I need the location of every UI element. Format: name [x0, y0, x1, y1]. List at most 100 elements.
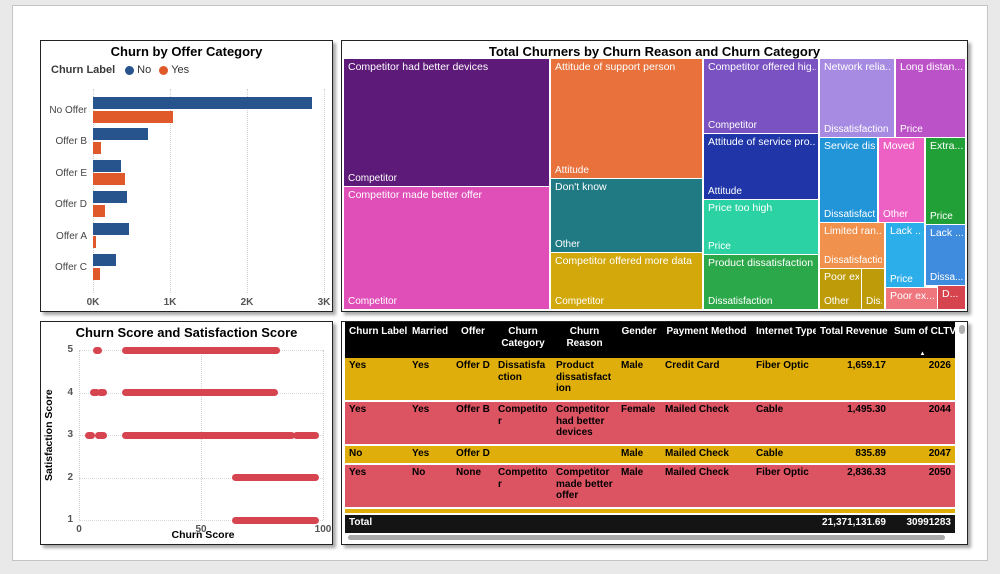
treemap-cell[interactable]: Price too high Price [704, 200, 818, 254]
treemap-cell[interactable]: Competitor made better offer Competitor [344, 187, 549, 309]
treemap-cell[interactable]: Lack ... Price [886, 223, 924, 287]
bar-yes[interactable] [93, 173, 126, 186]
table-cell[interactable]: 2044 [890, 401, 955, 445]
table-cell[interactable]: 1,495.30 [816, 401, 890, 445]
table-cell[interactable]: Competitor [494, 464, 552, 508]
treemap-cell[interactable]: Service dis... Dissatisfacti... [820, 138, 877, 222]
table-cell[interactable]: Fiber Optic [752, 464, 816, 508]
table-cell[interactable]: Male [617, 445, 661, 464]
table-cell[interactable] [552, 445, 617, 464]
table-cell[interactable]: Competitor [494, 401, 552, 445]
bar-no[interactable] [93, 254, 117, 266]
table-cell[interactable] [816, 508, 890, 514]
table-cell[interactable]: Cable [752, 401, 816, 445]
table-cell[interactable]: No [408, 464, 452, 508]
treemap-cell[interactable]: Lack ... Dissa... [926, 225, 965, 285]
scatter-points[interactable] [121, 346, 281, 354]
table-cell[interactable]: 2047 [890, 445, 955, 464]
treemap-cell[interactable]: Dis... [862, 269, 884, 309]
table-cell[interactable]: Yes [345, 464, 408, 508]
column-header[interactable]: Sum of CLTV ▲ [890, 322, 955, 358]
table-row-partial[interactable] [345, 508, 955, 514]
table-cell[interactable]: 2,836.33 [816, 464, 890, 508]
table-row[interactable]: Yes Yes Offer B Competitor Competitor had be… [345, 401, 955, 445]
table-cell[interactable]: Yes [408, 401, 452, 445]
table-cell[interactable] [408, 508, 452, 514]
table-cell[interactable]: Yes [408, 445, 452, 464]
table-cell[interactable] [752, 508, 816, 514]
table-cell[interactable]: 2050 [890, 464, 955, 508]
table-cell[interactable] [494, 508, 552, 514]
scatter-points[interactable] [97, 389, 107, 396]
table-cell[interactable] [661, 508, 752, 514]
column-header[interactable]: Total Revenue [816, 322, 890, 358]
treemap-cell[interactable]: Moved Other [879, 138, 924, 222]
table-cell[interactable] [890, 508, 955, 514]
column-header[interactable]: Payment Method [661, 322, 752, 358]
treemap-cell[interactable]: Competitor offered more data Competitor [551, 253, 702, 309]
treemap-cell[interactable]: Competitor offered hig... Competitor [704, 59, 818, 133]
table-cell[interactable]: 2026 [890, 358, 955, 401]
treemap-cell[interactable]: Limited ran... Dissatisfaction [820, 223, 884, 268]
bar-no[interactable] [93, 159, 122, 172]
scatter-points[interactable] [92, 346, 103, 354]
table-cell[interactable] [345, 508, 408, 514]
treemap-cell[interactable]: Don't know Other [551, 179, 702, 252]
scatter-points[interactable] [85, 431, 95, 439]
table-cell[interactable]: Mailed Check [661, 464, 752, 508]
table-cell[interactable]: Fiber Optic [752, 358, 816, 401]
treemap-cell[interactable]: Competitor had better devices Competitor [344, 59, 549, 186]
column-header[interactable]: Churn Reason [552, 322, 617, 358]
bar-yes[interactable] [93, 110, 174, 123]
scatter-points[interactable] [90, 389, 100, 396]
bar-yes[interactable] [93, 236, 96, 249]
table-cell[interactable]: Offer B [452, 401, 494, 445]
bar-no[interactable] [93, 191, 127, 204]
table-cell[interactable]: None [452, 464, 494, 508]
horizontal-scrollbar[interactable] [348, 535, 945, 540]
table-cell[interactable]: Male [617, 358, 661, 401]
scatter-points[interactable] [292, 431, 320, 439]
treemap-cell[interactable]: Attitude of service pro... Attitude [704, 134, 818, 199]
column-header[interactable]: Married [408, 322, 452, 358]
treemap-cell[interactable]: Product dissatisfaction Dissatisfaction [704, 255, 818, 309]
scatter-points[interactable] [95, 431, 107, 439]
table-row[interactable]: Yes No None Competitor Competitor made bette… [345, 464, 955, 508]
scatter-points[interactable] [231, 516, 320, 524]
table-cell[interactable]: No [345, 445, 408, 464]
table-row[interactable]: Yes Yes Offer D Dissatisfaction Product diss… [345, 358, 955, 401]
table-cell[interactable]: Offer D [452, 445, 494, 464]
bar-yes[interactable] [93, 204, 105, 217]
table-cell[interactable]: Cable [752, 445, 816, 464]
table-cell[interactable] [552, 508, 617, 514]
treemap-cell[interactable]: Poor ex... [886, 288, 937, 309]
column-header[interactable]: Churn Category [494, 322, 552, 358]
legend-item-no[interactable]: No [125, 64, 151, 76]
column-header[interactable]: Churn Label [345, 322, 408, 358]
table-cell[interactable]: Yes [345, 358, 408, 401]
bar-no[interactable] [93, 97, 313, 109]
table-cell[interactable]: Female [617, 401, 661, 445]
table-cell[interactable]: 835.89 [816, 445, 890, 464]
table-cell[interactable]: Credit Card [661, 358, 752, 401]
scrollbar-thumb[interactable] [959, 325, 965, 334]
table-cell[interactable]: Dissatisfaction [494, 358, 552, 401]
bar-no[interactable] [93, 128, 149, 141]
column-header[interactable]: Internet Type [752, 322, 816, 358]
treemap-cell[interactable]: D... [938, 286, 965, 309]
table-cell[interactable]: Competitor had better devices [552, 401, 617, 445]
scatter-points[interactable] [231, 474, 320, 481]
table-cell[interactable] [452, 508, 494, 514]
treemap-cell[interactable]: Network relia... Dissatisfaction [820, 59, 894, 137]
column-header[interactable]: Offer [452, 322, 494, 358]
table-cell[interactable]: 1,659.17 [816, 358, 890, 401]
table-cell[interactable]: Product dissatisfaction [552, 358, 617, 401]
table-cell[interactable] [617, 508, 661, 514]
table-cell[interactable]: Male [617, 464, 661, 508]
table-row[interactable]: No Yes Offer D Male Mailed Check Cable 835.89 2… [345, 445, 955, 464]
bar-no[interactable] [93, 222, 130, 235]
legend-item-yes[interactable]: Yes [159, 64, 189, 76]
table-cell[interactable]: Mailed Check [661, 445, 752, 464]
vertical-scrollbar[interactable] [958, 325, 965, 535]
table-cell[interactable]: Offer D [452, 358, 494, 401]
